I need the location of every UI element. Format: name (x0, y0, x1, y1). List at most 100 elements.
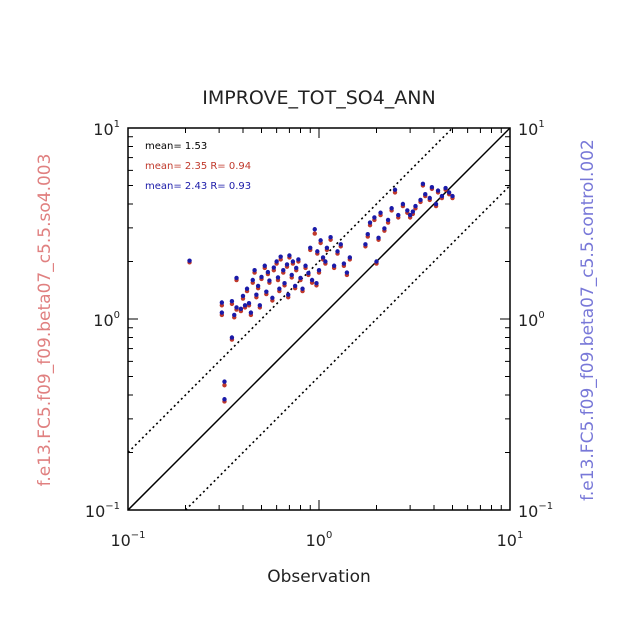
stat-so4-run: mean= 2.35 R= 0.94 (145, 161, 251, 172)
control-point-73 (392, 187, 398, 192)
so4-point-48 (312, 231, 317, 236)
control-point-90 (450, 193, 455, 199)
control-point-32 (281, 268, 286, 273)
x-tick-label-2: 101 (497, 530, 524, 550)
control-point-20 (257, 303, 263, 308)
control-point-19 (255, 283, 261, 289)
control-point-78 (410, 209, 416, 214)
control-point-58 (335, 249, 340, 254)
control-point-57 (331, 263, 337, 268)
control-point-69 (378, 210, 383, 215)
control-point-72 (389, 206, 394, 211)
y-tick-label-left-1: 100 (93, 310, 120, 330)
control-point-42 (298, 275, 303, 281)
control-point-9 (234, 275, 239, 281)
control-point-67 (374, 259, 379, 264)
control-point-27 (271, 265, 277, 270)
reference-line-1to2 (184, 184, 511, 511)
control-point-45 (306, 270, 311, 276)
y-tick-label-right-1: 100 (518, 310, 545, 330)
control-point-51 (316, 268, 322, 273)
control-point-36 (287, 253, 292, 258)
control-point-26 (270, 295, 275, 301)
control-point-43 (300, 286, 305, 291)
control-point-25 (267, 278, 272, 283)
control-point-33 (282, 280, 287, 286)
control-point-54 (323, 259, 328, 264)
control-point-52 (318, 238, 323, 243)
control-point-77 (407, 212, 413, 218)
control-point-64 (365, 231, 370, 237)
control-point-37 (289, 272, 294, 278)
control-point-71 (385, 217, 391, 223)
x-tick-label-1: 100 (306, 530, 333, 550)
y-tick-label-left-2: 101 (93, 119, 120, 139)
control-point-53 (320, 255, 326, 260)
control-point-31 (278, 254, 283, 259)
control-point-24 (265, 269, 271, 275)
chart-title: IMPROVE_TOT_SO4_ANN (202, 87, 435, 109)
control-point-10 (238, 306, 244, 312)
control-point-70 (382, 226, 387, 231)
reference-line-2to1 (127, 127, 454, 454)
y-tick-label-right-0: 10−1 (518, 501, 553, 521)
control-point-61 (344, 270, 350, 275)
control-point-34 (284, 262, 290, 267)
control-point-13 (244, 286, 250, 291)
control-point-11 (240, 293, 246, 299)
control-point-6 (229, 298, 235, 304)
y-tick-label-right-2: 101 (518, 119, 545, 139)
control-point-87 (439, 193, 445, 199)
control-point-1 (219, 310, 225, 315)
control-point-50 (315, 249, 320, 254)
control-point-7 (232, 312, 237, 318)
control-point-3 (222, 379, 227, 384)
control-point-75 (400, 201, 406, 207)
control-point-8 (234, 305, 239, 310)
control-point-84 (429, 184, 435, 190)
control-point-35 (286, 292, 291, 297)
control-point-17 (252, 268, 257, 273)
x-tick-label-0: 10−1 (110, 530, 145, 550)
control-point-81 (420, 181, 426, 187)
control-point-66 (372, 215, 377, 220)
control-point-16 (250, 277, 255, 283)
control-point-79 (413, 203, 418, 209)
control-point-28 (274, 259, 279, 264)
control-point-83 (427, 195, 432, 201)
y-tick-label-left-0: 10−1 (85, 501, 120, 521)
control-point-30 (277, 286, 282, 291)
control-point-18 (254, 292, 259, 297)
y-axis-label-left: f.e13.FC5.f09_f09.beta07_c5.5.so4.003 (35, 154, 55, 487)
control-point-47 (309, 277, 315, 283)
control-point-15 (248, 310, 254, 315)
stat-mean-observation: mean= 1.53 (145, 141, 207, 152)
control-point-5 (229, 335, 235, 340)
control-point-41 (296, 257, 301, 262)
control-point-21 (259, 274, 264, 280)
y-axis-label-right: f.e13.FC5.f09_f09.beta07_c5.5.control.00… (578, 139, 598, 501)
so4-point-3 (222, 383, 227, 388)
control-point-60 (341, 261, 347, 266)
control-point-12 (242, 303, 248, 308)
control-point-29 (275, 275, 281, 280)
control-point-22 (262, 263, 267, 268)
control-point-40 (294, 265, 299, 271)
control-point-85 (433, 201, 439, 207)
control-point-62 (347, 255, 353, 260)
control-point-38 (290, 259, 296, 264)
control-point-56 (328, 235, 333, 240)
control-point-89 (446, 190, 452, 195)
control-point-65 (367, 220, 373, 225)
control-point-2 (219, 300, 225, 305)
control-point-59 (338, 242, 343, 247)
stat-control-run: mean= 2.43 R= 0.93 (145, 181, 251, 192)
control-point-4 (222, 397, 227, 402)
control-point-48 (312, 227, 317, 232)
control-point-0 (187, 258, 192, 263)
control-point-74 (396, 212, 401, 218)
control-point-82 (423, 192, 428, 197)
control-point-14 (246, 300, 252, 306)
control-point-80 (418, 197, 423, 203)
control-point-63 (363, 242, 368, 247)
